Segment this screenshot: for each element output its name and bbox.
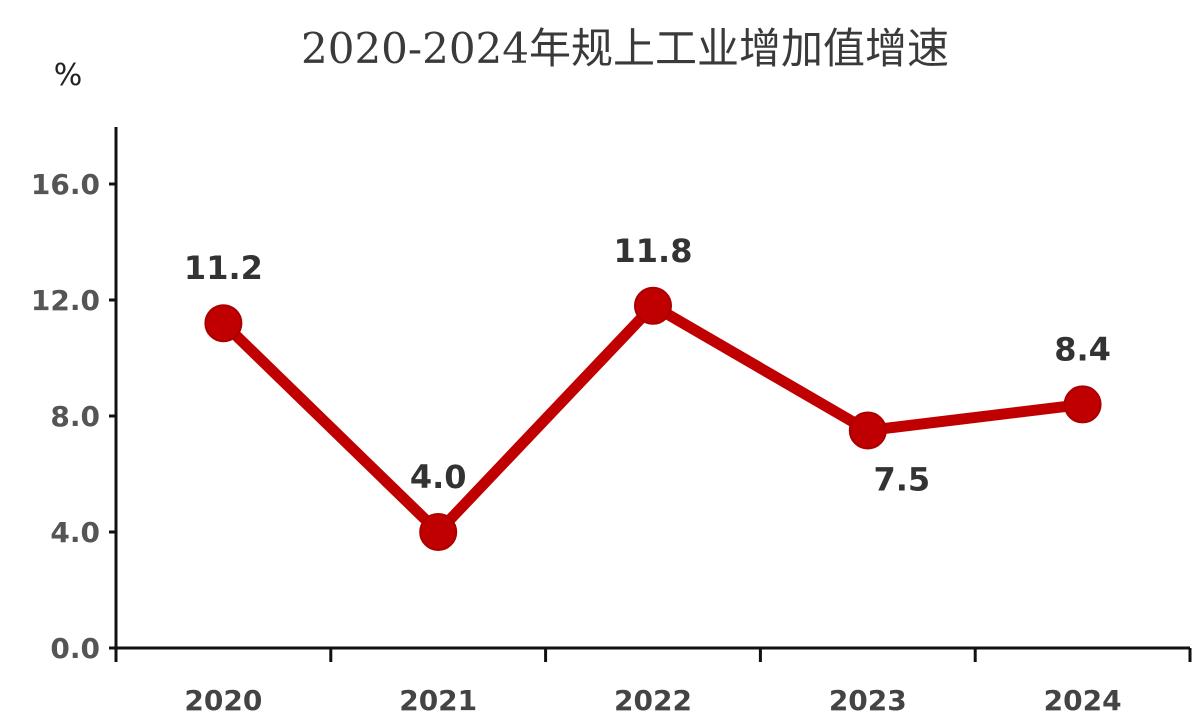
x-tick-label: 2023	[829, 684, 907, 717]
x-axis-ticks: 2020 2021 2022 2023 2024	[114, 648, 1192, 717]
x-tick-label: 2024	[1044, 684, 1122, 717]
chart-title: 2020-2024年规上工业增加值增速	[301, 24, 949, 73]
y-tick-label: 12.0	[31, 284, 100, 317]
x-tick-label: 2022	[614, 684, 692, 717]
y-tick-label: 4.0	[50, 516, 100, 549]
data-point	[204, 304, 243, 343]
data-point	[634, 286, 672, 325]
data-label: 4.0	[410, 458, 467, 496]
x-tick-label: 2021	[399, 684, 477, 717]
x-tick-label: 2020	[184, 684, 262, 717]
y-axis-ticks: 0.0 4.0 8.0 12.0 16.0	[31, 168, 116, 665]
data-point	[848, 411, 887, 450]
data-point	[419, 513, 458, 551]
data-labels-group: 11.2 4.0 11.8 7.5 8.4	[184, 232, 1111, 499]
y-axis-unit-label: %	[54, 58, 83, 93]
y-tick-label: 0.0	[50, 632, 100, 665]
data-label: 7.5	[873, 461, 930, 499]
data-label: 11.8	[614, 232, 693, 270]
series-group	[204, 286, 1102, 551]
series-line	[217, 300, 1089, 538]
data-label: 11.2	[184, 249, 263, 287]
y-tick-label: 16.0	[31, 168, 100, 201]
y-tick-label: 8.0	[50, 400, 100, 433]
data-label: 8.4	[1054, 330, 1111, 368]
data-point	[1063, 385, 1102, 424]
